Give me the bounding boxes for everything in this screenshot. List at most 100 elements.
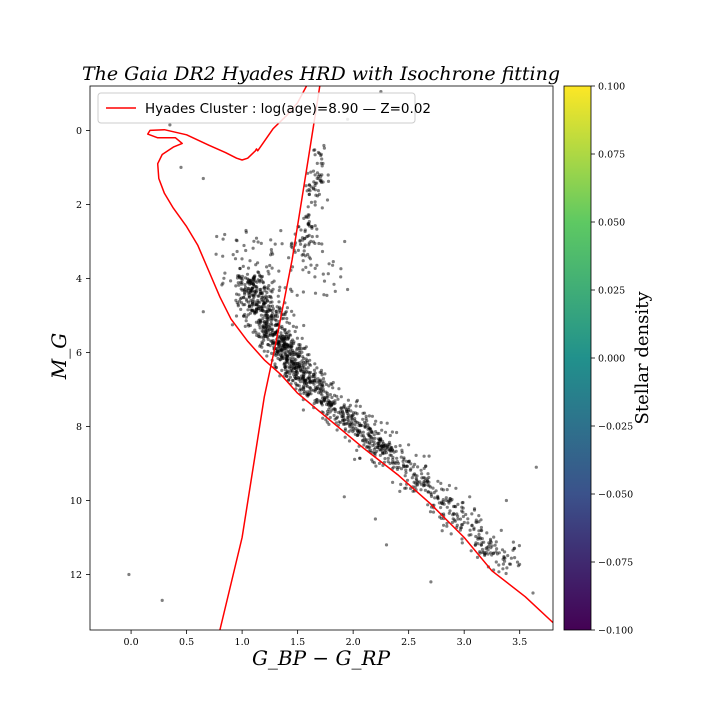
scatter-point [383,451,387,455]
scatter-point [237,283,241,287]
scatter-point [313,241,317,245]
scatter-point [270,351,274,355]
scatter-point [278,285,282,289]
scatter-point [247,324,251,328]
scatter-point [340,410,345,414]
scatter-point [422,481,426,485]
scatter-point [353,457,357,461]
scatter-point [283,342,288,346]
scatter-point [274,318,278,322]
scatter-point [304,345,308,349]
scatter-point [368,426,372,430]
scatter-point [275,315,280,319]
scatter-point [260,274,264,279]
scatter-point [308,257,312,261]
scatter-point [252,239,256,243]
scatter-point [249,298,253,303]
scatter-point [247,305,251,309]
scatter-point [394,445,398,449]
x-tick-label: 0.5 [179,637,194,648]
scatter-point [326,272,330,276]
scatter-point [313,385,317,389]
scatter-point [242,289,246,293]
scatter-point [333,289,337,293]
scatter-point [288,357,292,361]
scatter-point [386,460,390,464]
scatter-point [483,553,487,558]
scatter-point [349,409,353,413]
scatter-point [287,321,292,325]
scatter-point [327,262,331,266]
scatter-point [302,374,306,378]
scatter-point [312,368,317,372]
scatter-point [347,439,352,443]
scatter-point [311,187,315,191]
scatter-point [287,256,291,260]
scatter-point [280,368,284,372]
scatter-point [298,238,302,242]
scatter-point [339,406,343,410]
scatter-point [395,456,399,460]
scatter-point [456,517,460,521]
scatter-point [447,483,451,488]
scatter-point [246,280,250,284]
scatter-point [309,263,313,267]
scatter-point [399,467,404,471]
scatter-point [331,400,335,404]
scatter-point [413,462,417,466]
scatter-point [251,330,255,334]
scatter-point [512,547,516,551]
scatter-point [343,427,347,431]
scatter-point [320,396,325,400]
scatter-point [477,532,481,537]
scatter-point [313,148,317,152]
scatter-point [230,323,234,327]
scatter-point [479,518,483,522]
scatter-point [279,348,284,353]
scatter-point [480,547,485,552]
scatter-point [234,284,238,288]
scatter-point [256,240,260,244]
scatter-point [429,580,433,584]
scatter-point [307,270,311,274]
scatter-point [363,425,367,429]
scatter-point [422,454,426,458]
scatter-point [348,403,352,407]
scatter-point [243,324,247,328]
scatter-point [371,437,375,441]
scatter-point [295,336,299,340]
scatter-point [331,386,335,390]
scatter-point [301,290,305,294]
scatter-point [269,248,273,252]
scatter-point [361,438,365,442]
scatter-point [302,356,306,361]
scatter-point [327,422,331,426]
scatter-point [290,265,295,269]
scatter-point [277,345,281,349]
scatter-point [425,477,429,481]
scatter-point [265,299,269,303]
scatter-point [238,266,242,271]
scatter-point [468,528,472,532]
scatter-point [426,483,430,487]
scatter-point [513,556,517,560]
scatter-point [295,348,299,352]
scatter-point [374,419,378,423]
scatter-point [168,123,172,127]
scatter-point [313,153,317,157]
scatter-point [258,292,262,296]
scatter-point [428,485,433,489]
scatter-point [283,368,287,372]
scatter-point [334,421,338,425]
scatter-point [455,512,459,516]
scatter-point [372,447,376,451]
scatter-point [295,293,299,297]
scatter-point [315,366,319,370]
scatter-point [253,293,257,297]
scatter-point [476,542,480,546]
scatter-point [298,361,302,365]
scatter-point [398,444,402,448]
scatter-point [248,259,252,263]
scatter-point [285,316,289,321]
scatter-point [320,242,324,246]
